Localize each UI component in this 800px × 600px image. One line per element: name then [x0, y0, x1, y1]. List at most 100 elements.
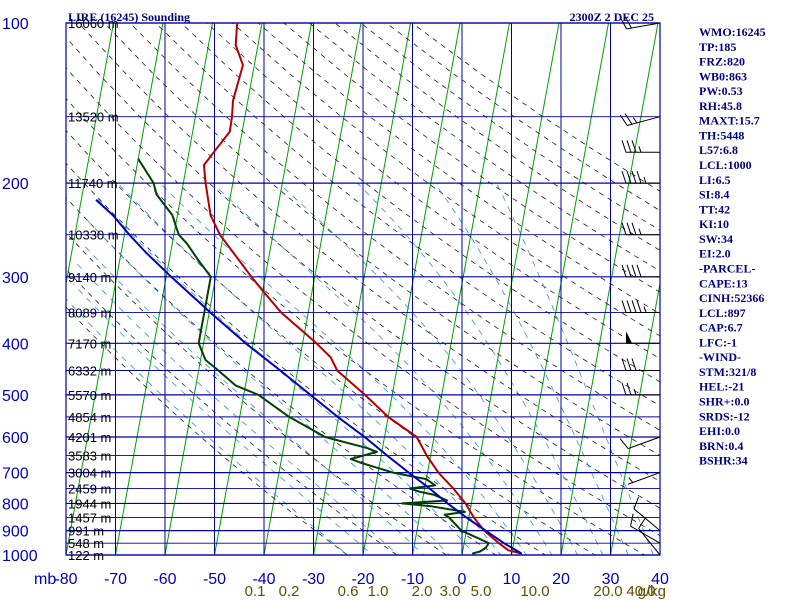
wind-barb-feather: [631, 264, 637, 277]
height-label: 122 m: [68, 548, 104, 563]
height-label: 16060 m: [68, 16, 119, 31]
isotherm-line: [610, 280, 660, 555]
dry-adiabat-line: [66, 67, 660, 537]
height-label: 6332 m: [68, 364, 111, 379]
temperature-tick-label: -40: [252, 571, 275, 588]
height-label: 3004 m: [68, 466, 111, 481]
height-label: 8089 m: [68, 305, 111, 320]
wind-barb-feather: [626, 300, 632, 313]
index-value: SI:8.4: [699, 188, 729, 202]
height-label: 13520 m: [68, 110, 119, 125]
dry-adiabat-line: [309, 23, 660, 272]
moist-adiabat-line: [278, 182, 579, 555]
mixing-ratio-label: 40.0: [626, 583, 655, 600]
mixing-ratio-label: 10.0: [520, 583, 549, 600]
height-label: 1457 m: [68, 510, 111, 525]
wind-barb-staff: [630, 525, 661, 544]
isotherm-line: [115, 23, 213, 555]
index-value: EI:2.0: [699, 247, 731, 261]
mixing-ratio-label: 20.0: [593, 583, 622, 600]
index-value: FRZ:820: [699, 55, 745, 69]
wind-barb-feather: [621, 358, 627, 371]
wind-barb-half-feather: [638, 228, 642, 235]
wind-barb-feather: [631, 222, 637, 235]
temperature-tick-label: 20: [552, 571, 570, 588]
index-value: PW:0.53: [699, 84, 743, 98]
pressure-tick-label: 100: [2, 16, 29, 33]
dry-adiabat-line: [66, 268, 398, 555]
chart-title: LIRE (16245) Sounding: [68, 10, 190, 24]
wind-barb-feather: [626, 170, 632, 184]
wind-barb-feather: [630, 513, 634, 527]
wind-barb-feather: [636, 170, 642, 184]
mixing-ratio-label: 3.0: [440, 583, 461, 600]
index-value: SHR+:0.0: [699, 395, 750, 409]
wind-barb-feather: [631, 170, 637, 184]
wind-barb: [619, 113, 661, 126]
wind-barb-feather: [636, 300, 642, 313]
height-label: 3583 m: [68, 448, 111, 463]
plot-frame: [65, 22, 661, 556]
index-value: TP:185: [699, 40, 736, 54]
wind-barb-half-feather: [643, 306, 647, 313]
moist-adiabat-line: [357, 182, 604, 555]
wind-barb-feather: [631, 140, 637, 153]
dry-adiabat-line: [206, 23, 660, 360]
wind-barb-feather: [621, 140, 627, 153]
index-value: LI:6.5: [699, 173, 731, 187]
wind-barb: [626, 331, 660, 344]
isotherm-lines: [66, 23, 660, 555]
dry-adiabat-line: [78, 23, 660, 482]
wind-barb-half-feather: [638, 146, 642, 153]
dry-adiabat-line: [66, 306, 349, 555]
temperature-tick-label: -50: [203, 571, 226, 588]
height-label: 4854 m: [68, 410, 111, 425]
index-value: WMO:16245: [699, 25, 766, 39]
parcel-line: [95, 199, 523, 555]
grid-lines: [65, 22, 661, 556]
wind-barb-feather: [631, 300, 637, 313]
wind-barb: [621, 170, 660, 184]
wind-barb-staff: [626, 22, 661, 30]
height-label: 548 m: [68, 536, 104, 551]
wind-barb: [627, 472, 661, 485]
wind-barb: [621, 222, 660, 236]
height-label: 7170 m: [68, 336, 111, 351]
dewpoint-line: [137, 158, 490, 555]
temperature-line: [202, 23, 522, 555]
wind-barb-feather: [621, 264, 627, 277]
isotherm-line: [412, 23, 510, 555]
wind-barb: [621, 300, 660, 313]
isotherm-line: [164, 23, 263, 555]
index-value: LFC:-1: [699, 335, 737, 349]
dry-adiabat-line: [257, 23, 660, 315]
wind-barb-flag: [626, 331, 632, 344]
wind-barb: [621, 140, 660, 153]
pressure-tick-label: 200: [2, 176, 29, 193]
wind-barb: [621, 264, 660, 278]
pressure-unit-label: mb: [34, 571, 56, 588]
temperature-tick-label: -20: [351, 571, 374, 588]
wind-barb-feather: [619, 114, 628, 126]
pressure-tick-label: 700: [2, 466, 29, 483]
sounding-timestamp: 2300Z 2 DEC 25: [570, 10, 654, 24]
wind-barb-half-feather: [643, 176, 647, 184]
wind-barb-feather: [621, 300, 627, 313]
stability-indices-panel: WMO:16245TP:185FRZ:820WB0:863PW:0.53RH:4…: [699, 25, 766, 468]
moist-adiabat-line: [82, 215, 450, 555]
temperature-tick-label: -70: [104, 571, 127, 588]
moist-adiabat-line: [159, 182, 527, 555]
wind-barb-feather: [621, 382, 627, 396]
pressure-tick-label: 300: [2, 270, 29, 287]
wind-barb: [633, 496, 661, 532]
dry-adiabat-line: [155, 23, 660, 407]
height-label: 10330 m: [68, 228, 119, 243]
index-value: EHI:0.0: [699, 424, 740, 438]
index-value: MAXT:15.7: [699, 114, 760, 128]
wind-barb-feather: [631, 358, 637, 371]
index-value: -WIND-: [699, 350, 741, 364]
wind-barbs: [619, 16, 661, 556]
